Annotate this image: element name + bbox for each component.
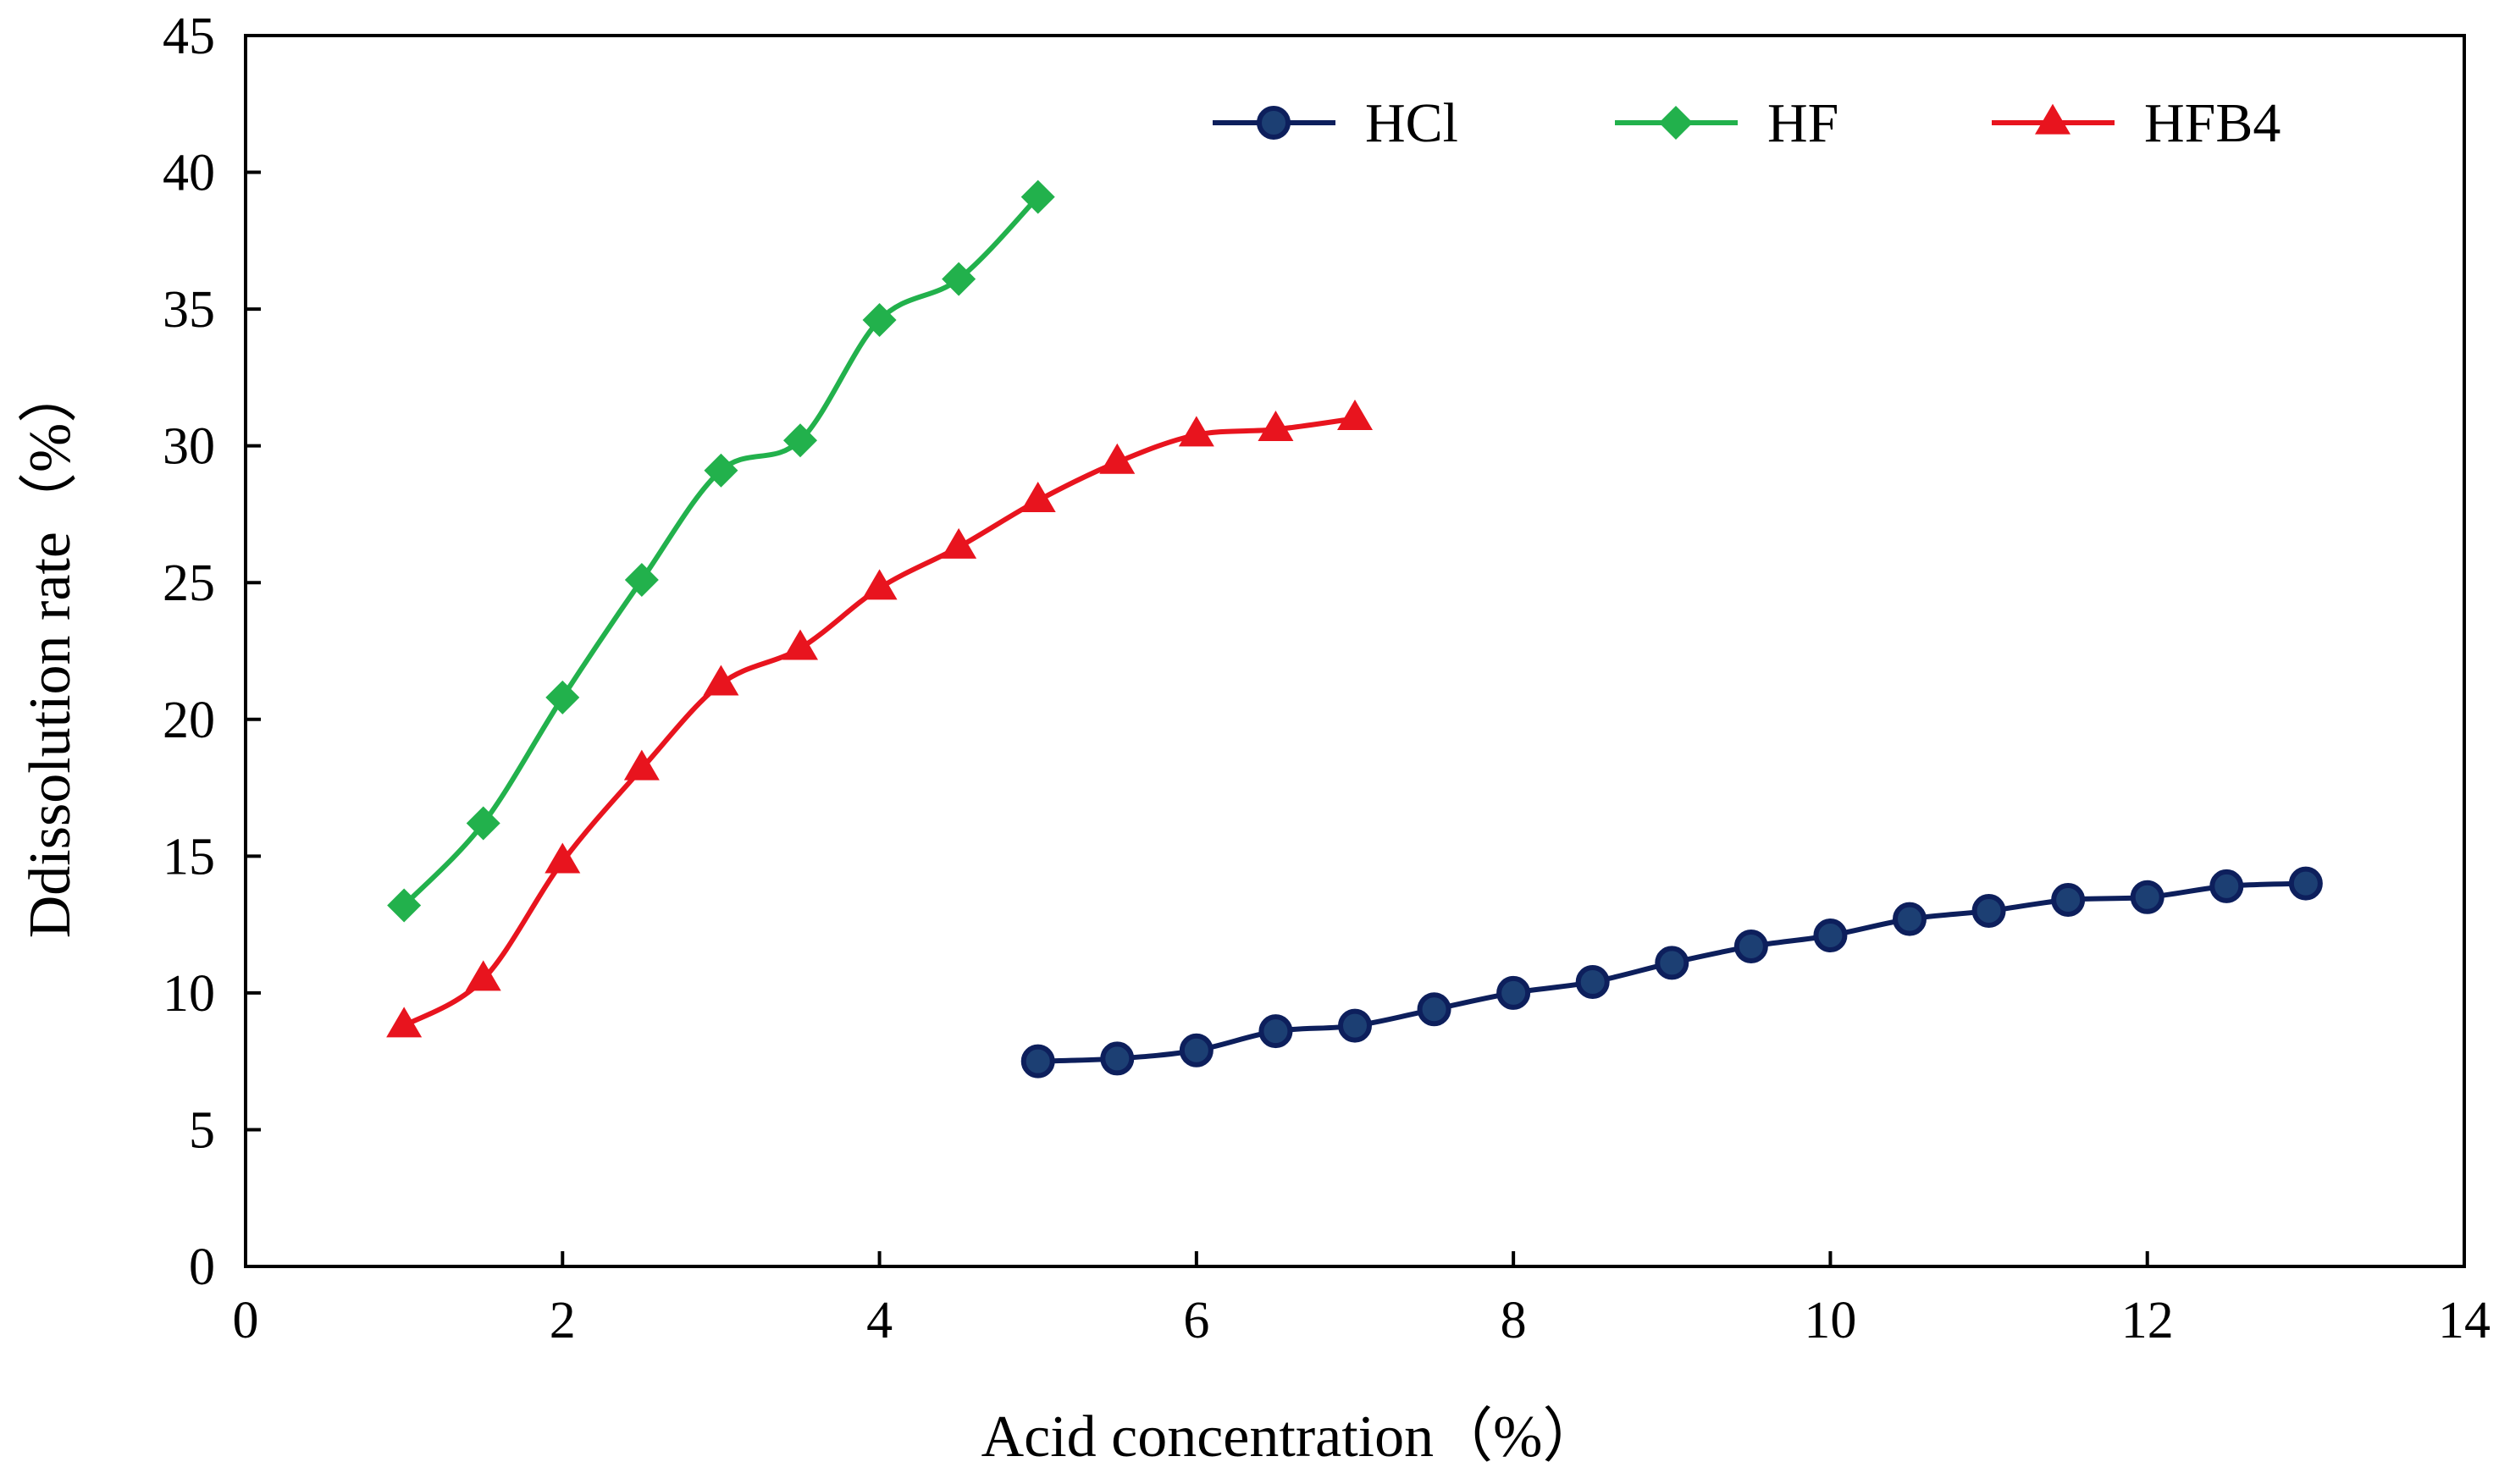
data-point-hf <box>783 423 817 458</box>
data-point-hf <box>862 303 897 338</box>
data-point-hfb4 <box>623 749 660 781</box>
x-tick-label: 2 <box>550 1292 576 1349</box>
data-point-hcl <box>2288 866 2323 901</box>
x-axis-ticks: 0 2 4 6 8 10 12 14 <box>233 1251 2491 1349</box>
x-tick-label: 0 <box>233 1292 259 1349</box>
series-markers <box>386 179 2323 1079</box>
data-point-hfb4 <box>386 1007 423 1038</box>
x-tick-label: 6 <box>1183 1292 1209 1349</box>
data-point-hcl <box>1496 975 1531 1010</box>
data-point-hf <box>704 453 738 488</box>
data-point-hfb4 <box>545 842 581 874</box>
data-point-hf <box>387 888 422 923</box>
legend: HCl HF HFB4 <box>1213 92 2281 154</box>
data-point-hfb4 <box>861 569 898 600</box>
data-point-hcl <box>1179 1033 1214 1067</box>
data-point-hcl <box>1100 1041 1135 1076</box>
y-tick-label: 25 <box>163 554 215 612</box>
data-point-hfb4 <box>703 665 739 696</box>
data-point-hfb4 <box>782 629 818 660</box>
legend-label-hf: HF <box>1767 92 1838 154</box>
x-tick-label: 10 <box>1804 1292 1856 1349</box>
data-point-hfb4 <box>465 960 501 991</box>
data-point-hf <box>545 680 580 714</box>
data-point-hcl <box>1813 919 1848 953</box>
data-point-hfb4 <box>1337 400 1373 431</box>
y-tick-label: 15 <box>163 828 215 885</box>
y-tick-label: 45 <box>163 8 215 65</box>
data-point-hf <box>466 806 500 841</box>
data-point-hcl <box>2051 883 2086 918</box>
legend-label-hfb4: HFB4 <box>2144 92 2281 154</box>
y-tick-label: 5 <box>189 1101 215 1159</box>
y-tick-label: 30 <box>163 418 215 476</box>
y-tick-label: 0 <box>189 1239 215 1296</box>
legend-marker-hcl <box>1257 106 1291 140</box>
data-point-hcl <box>1655 946 1689 980</box>
x-tick-label: 12 <box>2121 1292 2174 1349</box>
data-point-hcl <box>1893 902 1927 936</box>
legend-label-hcl: HCl <box>1365 92 1458 154</box>
x-axis-title: Acid concentration（%） <box>981 1404 1602 1470</box>
plot-frame <box>244 34 2466 1268</box>
data-point-hcl <box>1338 1008 1372 1043</box>
y-tick-label: 35 <box>163 281 215 339</box>
y-tick-label: 40 <box>163 145 215 202</box>
data-point-hfb4 <box>1178 416 1214 447</box>
series-lines <box>401 195 2306 1064</box>
data-point-hfb4 <box>941 527 977 559</box>
y-axis-title: Ddissolution rate（%） <box>18 364 83 939</box>
x-tick-label: 4 <box>866 1292 893 1349</box>
data-point-hcl <box>1971 893 2006 928</box>
series-line-hf <box>401 195 1040 908</box>
data-point-hfb4 <box>1258 410 1294 441</box>
data-point-hf <box>624 562 659 597</box>
data-point-hcl <box>1733 929 1768 963</box>
x-tick-label: 8 <box>1501 1292 1527 1349</box>
data-point-hcl <box>1417 992 1451 1027</box>
data-point-hf <box>942 262 976 296</box>
x-tick-label: 14 <box>2438 1292 2491 1349</box>
data-point-hcl <box>1020 1044 1055 1079</box>
data-point-hcl <box>1575 964 1610 999</box>
data-point-hfb4 <box>1020 481 1056 512</box>
y-axis-ticks: 0 5 10 15 20 25 30 35 40 45 <box>163 8 261 1296</box>
data-point-hf <box>1020 179 1055 214</box>
data-point-hcl <box>2209 869 2244 903</box>
y-tick-label: 10 <box>163 965 215 1023</box>
data-point-hfb4 <box>1099 443 1136 474</box>
legend-marker-hfb4 <box>2035 103 2070 135</box>
data-point-hcl <box>1258 1014 1293 1049</box>
legend-marker-hf <box>1659 106 1693 140</box>
data-point-hcl <box>2130 880 2164 914</box>
y-tick-label: 20 <box>163 692 215 749</box>
